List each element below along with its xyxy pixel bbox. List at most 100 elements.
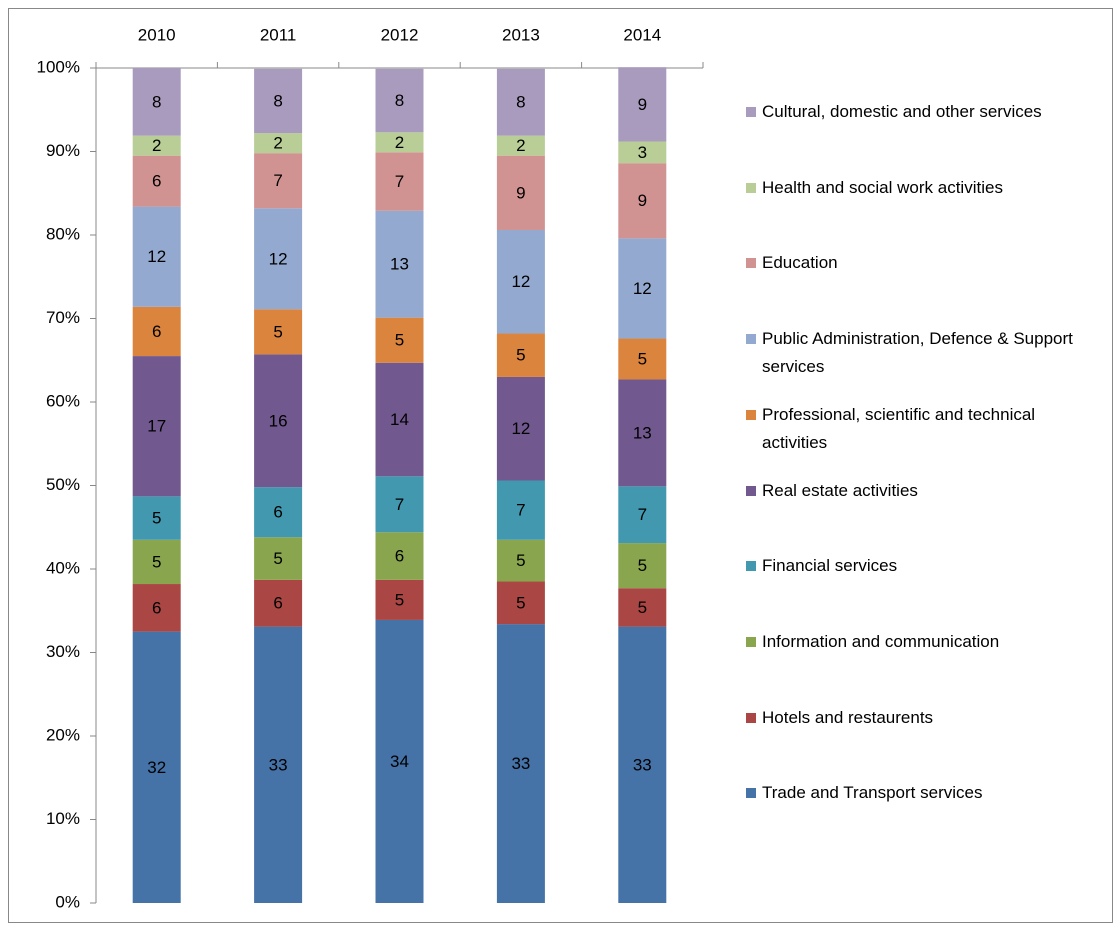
data-label: 5 <box>152 552 161 571</box>
legend-label: Trade and Transport services <box>762 783 983 803</box>
legend-swatch <box>746 258 756 269</box>
bar-segment <box>375 132 424 153</box>
bar-segment <box>132 356 181 497</box>
chart-border <box>8 8 1113 923</box>
bar-segment <box>496 68 545 136</box>
bar-segment <box>254 487 303 538</box>
legend-label: Cultural, domestic and other services <box>762 102 1042 121</box>
legend-label: Health and social work activities <box>762 177 1003 197</box>
bar-segment <box>132 306 181 357</box>
bar-segment <box>496 539 545 582</box>
data-label: 7 <box>638 505 647 524</box>
legend-item: Public Administration, Defence & Support… <box>746 325 1096 381</box>
data-label: 12 <box>633 279 652 298</box>
legend-label: Information and communication <box>762 631 1000 651</box>
legend-swatch <box>746 636 756 647</box>
x-tick-label: 2010 <box>138 25 176 44</box>
legend-label: Real estate activities <box>762 480 918 500</box>
bar-segment <box>618 163 667 239</box>
bar-segment <box>618 486 667 544</box>
bar-segment <box>375 152 424 211</box>
y-tick-label: 40% <box>46 558 80 577</box>
data-label: 2 <box>273 134 282 153</box>
x-tick-label: 2011 <box>260 25 297 44</box>
data-label: 5 <box>638 556 647 575</box>
legend-label: Hotels and restaurents <box>762 707 934 727</box>
legend-item: Financial services <box>746 552 1096 580</box>
bar-segment <box>375 68 424 133</box>
data-label: 5 <box>516 346 525 365</box>
bar-segment <box>618 588 667 627</box>
bar-segment <box>254 579 303 627</box>
bar-segment <box>496 229 545 334</box>
bar-segment <box>375 362 424 477</box>
data-label: 34 <box>390 752 409 771</box>
data-label: 12 <box>511 272 530 291</box>
bar-segment <box>254 626 303 903</box>
bar-segment <box>618 238 667 339</box>
legend-item: Trade and Transport services <box>746 779 1096 807</box>
legend-item: Health and social work activities <box>746 174 1096 202</box>
data-label: 5 <box>395 331 404 350</box>
data-label: 5 <box>638 349 647 368</box>
data-label: 8 <box>516 93 525 112</box>
bar-segment <box>618 67 667 142</box>
y-tick-label: 80% <box>46 224 80 243</box>
bar-segment <box>618 379 667 487</box>
bar-segment <box>496 155 545 230</box>
bar-segment <box>496 581 545 625</box>
bar-segment <box>132 68 181 136</box>
data-label: 9 <box>638 95 647 114</box>
data-label: 5 <box>273 549 282 568</box>
y-tick-label: 0% <box>55 892 80 911</box>
legend-item: Cultural, domestic and other services <box>746 98 1096 126</box>
data-label: 2 <box>395 133 404 152</box>
y-tick-label: 10% <box>46 809 80 828</box>
data-label: 12 <box>511 419 530 438</box>
y-tick-label: 20% <box>46 725 80 744</box>
legend-swatch <box>746 107 756 117</box>
bar-segment <box>254 537 303 580</box>
bar-segment <box>618 626 667 903</box>
y-tick-label: 30% <box>46 642 80 661</box>
bar-segment <box>132 496 181 540</box>
bar-segment <box>254 208 303 310</box>
bar-segment <box>618 338 667 380</box>
data-label: 2 <box>152 136 161 155</box>
legend-swatch <box>746 485 756 496</box>
bar-segment <box>375 619 424 903</box>
data-label: 8 <box>273 91 282 110</box>
data-label: 5 <box>638 598 647 617</box>
data-label: 6 <box>273 503 282 522</box>
y-tick-label: 50% <box>46 475 80 494</box>
legend-item: Information and communication <box>746 628 1096 656</box>
bar-segment <box>496 333 545 377</box>
data-label: 33 <box>269 755 288 774</box>
bar-segment <box>254 354 303 488</box>
y-tick-label: 90% <box>46 141 80 160</box>
bar-segment <box>132 631 181 903</box>
bar-segment <box>132 539 181 585</box>
data-label: 12 <box>147 247 166 266</box>
bar-segment <box>375 532 424 580</box>
legend-swatch <box>746 409 756 420</box>
data-label: 9 <box>638 191 647 210</box>
x-tick-label: 2013 <box>502 25 540 44</box>
bar-segment <box>254 133 303 154</box>
bar-segment <box>254 153 303 209</box>
data-label: 32 <box>147 758 166 777</box>
data-label: 33 <box>511 754 530 773</box>
legend-label: Financial services <box>762 556 898 576</box>
legend-swatch <box>746 712 756 723</box>
data-label: 6 <box>273 594 282 613</box>
bar-segment <box>132 135 181 156</box>
data-label: 13 <box>390 255 409 274</box>
data-label: 6 <box>152 322 161 341</box>
bar-segment <box>254 309 303 355</box>
legend-item: Hotels and restaurents <box>746 704 1096 732</box>
bar-segment <box>496 376 545 481</box>
data-label: 14 <box>390 410 409 429</box>
legend-swatch <box>746 561 756 572</box>
data-label: 7 <box>516 501 525 520</box>
